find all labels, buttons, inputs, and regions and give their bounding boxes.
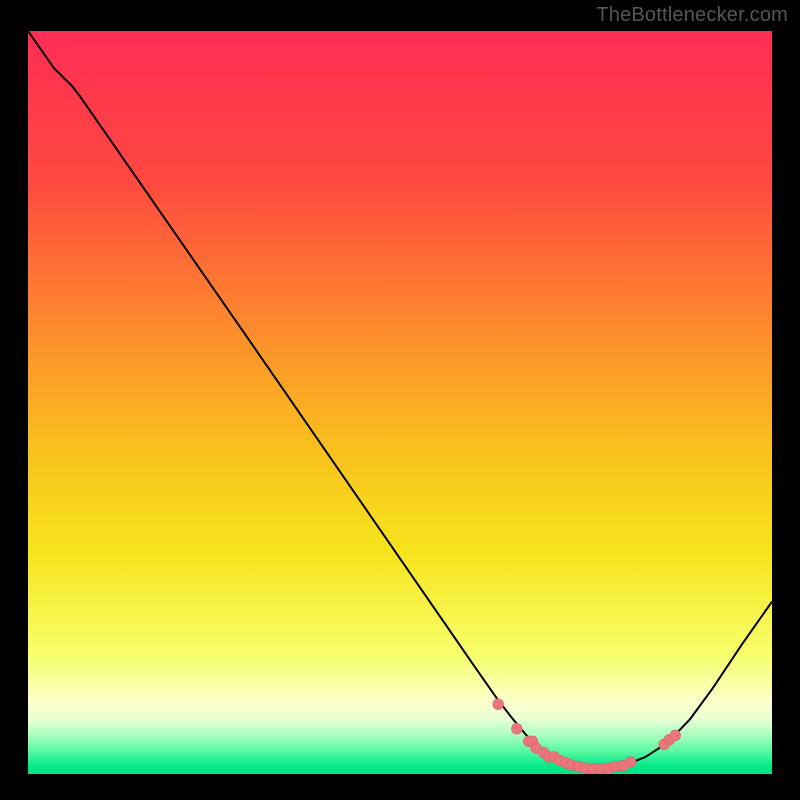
marker-point (511, 723, 522, 734)
marker-point (493, 699, 504, 710)
marker-point (670, 730, 681, 741)
chart-container: TheBottlenecker.com (0, 0, 800, 800)
plot-area (28, 31, 772, 774)
watermark-label: TheBottlenecker.com (596, 4, 788, 27)
marker-point (625, 757, 636, 768)
plot-background (28, 31, 772, 774)
chart-svg (28, 31, 772, 774)
